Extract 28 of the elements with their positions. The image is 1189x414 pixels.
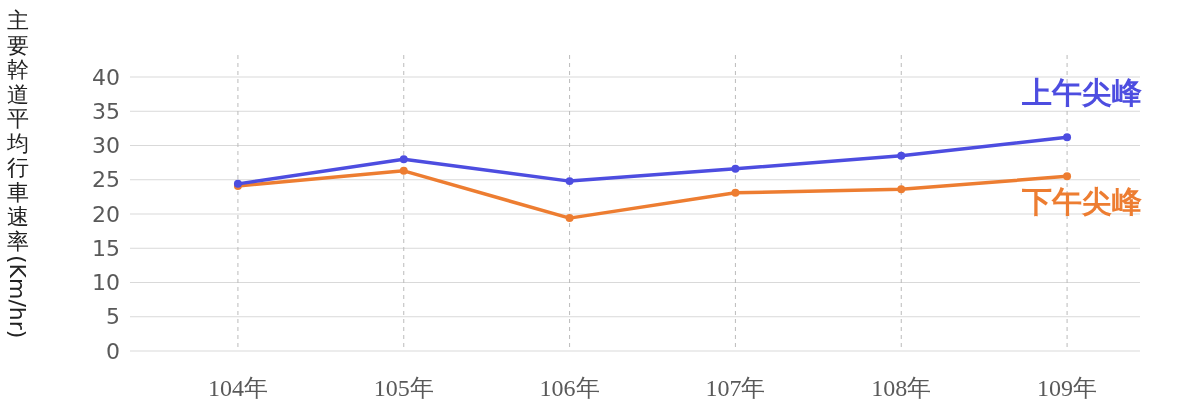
point [731, 164, 740, 173]
y-tick-label: 30 [92, 133, 120, 159]
series-label: 下午尖峰 [1021, 184, 1143, 220]
point [565, 214, 574, 223]
y-tick-label: 5 [106, 304, 120, 330]
x-tick-label: 106年 [539, 375, 600, 401]
point [897, 151, 906, 160]
point [897, 185, 906, 194]
y-tick-label: 10 [92, 270, 120, 296]
point [1063, 133, 1072, 142]
y-tick-label: 40 [92, 64, 120, 90]
y-tick-label: 15 [92, 235, 120, 261]
x-tick-label: 109年 [1037, 375, 1098, 401]
x-tick-label: 104年 [207, 375, 268, 401]
y-tick-label: 25 [92, 167, 120, 193]
point [731, 188, 740, 197]
y-tick-label: 20 [92, 201, 120, 227]
x-tick-label: 108年 [871, 375, 932, 401]
x-tick-label: 107年 [705, 375, 766, 401]
point [399, 166, 408, 175]
x-tick-label: 105年 [373, 375, 434, 401]
series-label: 上午尖峰 [1021, 75, 1143, 111]
point [399, 155, 408, 164]
point [1063, 172, 1072, 181]
point [565, 177, 574, 186]
text: 主要幹道平均行車速率(Km/hr) [5, 8, 30, 339]
y-tick-label: 0 [106, 338, 120, 364]
y-tick-label: 35 [92, 98, 120, 124]
